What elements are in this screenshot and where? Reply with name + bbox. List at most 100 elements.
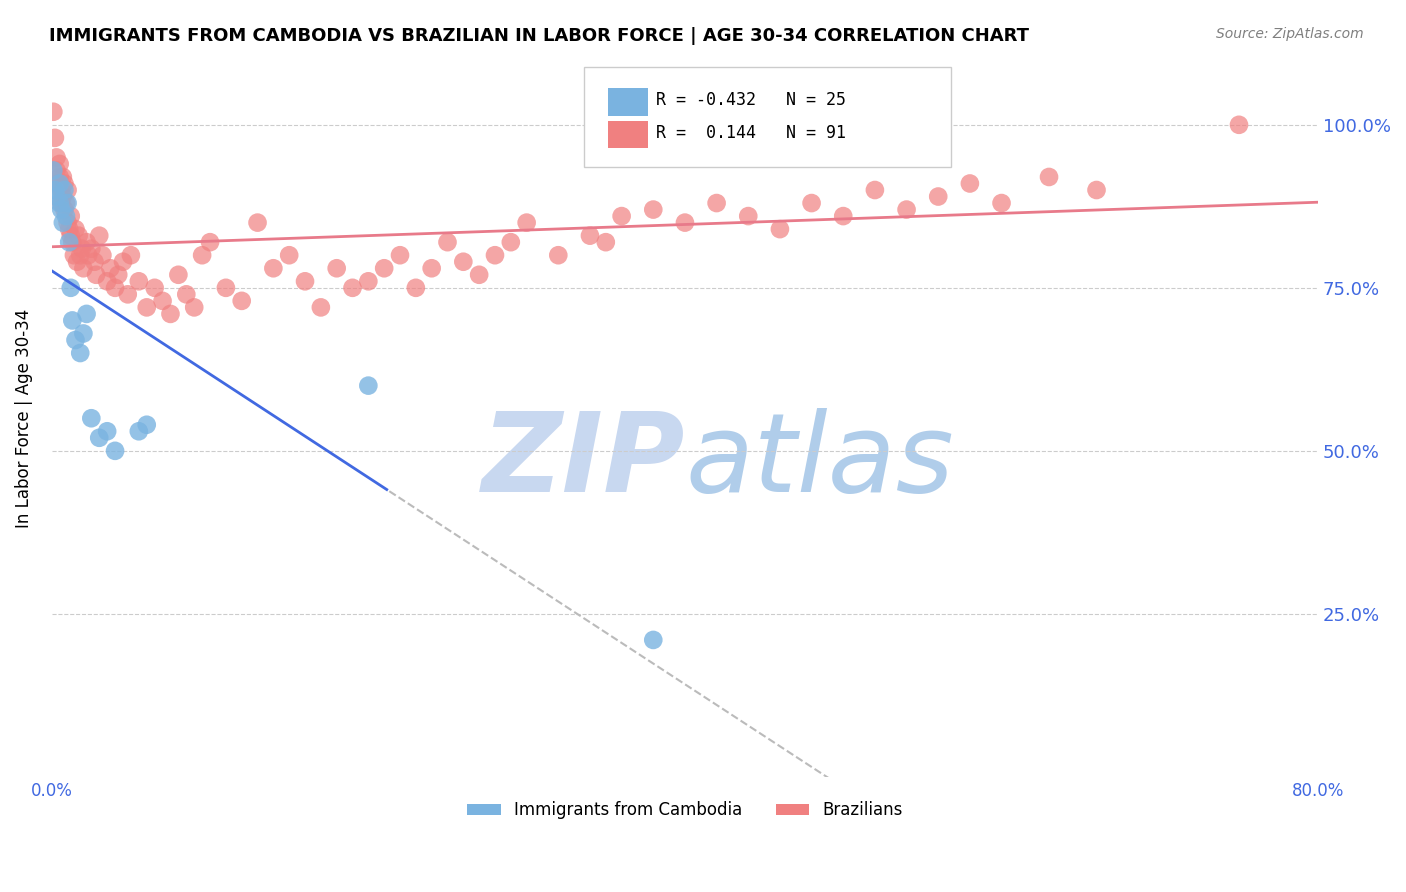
Point <box>89 228 111 243</box>
Point <box>53 183 76 197</box>
Point <box>706 196 728 211</box>
Point <box>420 261 443 276</box>
Point <box>65 333 87 347</box>
Point <box>516 216 538 230</box>
Point <box>342 281 364 295</box>
Point <box>135 301 157 315</box>
Point <box>48 177 70 191</box>
Point <box>405 281 427 295</box>
Point <box>55 196 77 211</box>
Point <box>67 228 90 243</box>
Point <box>800 196 823 211</box>
Point <box>595 235 617 249</box>
Point <box>388 248 411 262</box>
Point <box>128 424 150 438</box>
Point <box>59 209 82 223</box>
Point <box>547 248 569 262</box>
Point <box>69 346 91 360</box>
Point <box>60 313 83 327</box>
Point <box>70 242 93 256</box>
Point <box>42 163 65 178</box>
Point <box>60 235 83 249</box>
Point <box>111 254 134 268</box>
Point <box>56 216 79 230</box>
Point <box>52 216 75 230</box>
Point <box>77 248 100 262</box>
Point <box>83 254 105 268</box>
Point <box>104 281 127 295</box>
Point <box>58 235 80 249</box>
Point <box>48 157 70 171</box>
Point <box>51 196 73 211</box>
Point <box>52 169 75 184</box>
Point <box>96 274 118 288</box>
Point <box>357 274 380 288</box>
Point <box>117 287 139 301</box>
Point <box>990 196 1012 211</box>
Point <box>198 235 221 249</box>
Point <box>72 326 94 341</box>
Point <box>56 183 79 197</box>
Point <box>51 202 73 217</box>
Point <box>294 274 316 288</box>
Point <box>51 183 73 197</box>
Point <box>215 281 238 295</box>
Point <box>45 163 67 178</box>
Point <box>1038 169 1060 184</box>
FancyBboxPatch shape <box>607 88 648 116</box>
Point <box>159 307 181 321</box>
Point <box>66 254 89 268</box>
Point <box>278 248 301 262</box>
Point <box>128 274 150 288</box>
Point <box>80 242 103 256</box>
Point <box>484 248 506 262</box>
Point <box>231 293 253 308</box>
Point <box>927 189 949 203</box>
Point <box>673 216 696 230</box>
Point <box>863 183 886 197</box>
Point <box>896 202 918 217</box>
Point <box>1085 183 1108 197</box>
Point <box>104 443 127 458</box>
Point <box>48 196 70 211</box>
Point <box>579 228 602 243</box>
Point <box>91 248 114 262</box>
Point <box>58 222 80 236</box>
Point <box>44 183 66 197</box>
Point <box>453 254 475 268</box>
Point <box>167 268 190 282</box>
Point <box>76 307 98 321</box>
Point <box>499 235 522 249</box>
Point <box>53 202 76 217</box>
Text: atlas: atlas <box>685 408 953 515</box>
Point <box>143 281 166 295</box>
Point <box>76 235 98 249</box>
Point <box>643 202 665 217</box>
Legend: Immigrants from Cambodia, Brazilians: Immigrants from Cambodia, Brazilians <box>461 795 910 826</box>
Point <box>120 248 142 262</box>
Point <box>89 431 111 445</box>
Point <box>436 235 458 249</box>
Point <box>48 169 70 184</box>
Point <box>357 378 380 392</box>
Point <box>769 222 792 236</box>
FancyBboxPatch shape <box>583 67 950 167</box>
Point <box>135 417 157 432</box>
Point <box>80 411 103 425</box>
Point <box>643 632 665 647</box>
Point <box>262 261 284 276</box>
Point <box>610 209 633 223</box>
Point <box>325 261 347 276</box>
Point <box>72 261 94 276</box>
Point <box>152 293 174 308</box>
Point <box>84 268 107 282</box>
Point <box>98 261 121 276</box>
Point <box>191 248 214 262</box>
Point <box>63 248 86 262</box>
Text: IMMIGRANTS FROM CAMBODIA VS BRAZILIAN IN LABOR FORCE | AGE 30-34 CORRELATION CHA: IMMIGRANTS FROM CAMBODIA VS BRAZILIAN IN… <box>49 27 1029 45</box>
Point <box>42 104 65 119</box>
Point <box>53 177 76 191</box>
FancyBboxPatch shape <box>607 120 648 148</box>
Point <box>246 216 269 230</box>
Text: R =  0.144   N = 91: R = 0.144 N = 91 <box>655 124 846 142</box>
